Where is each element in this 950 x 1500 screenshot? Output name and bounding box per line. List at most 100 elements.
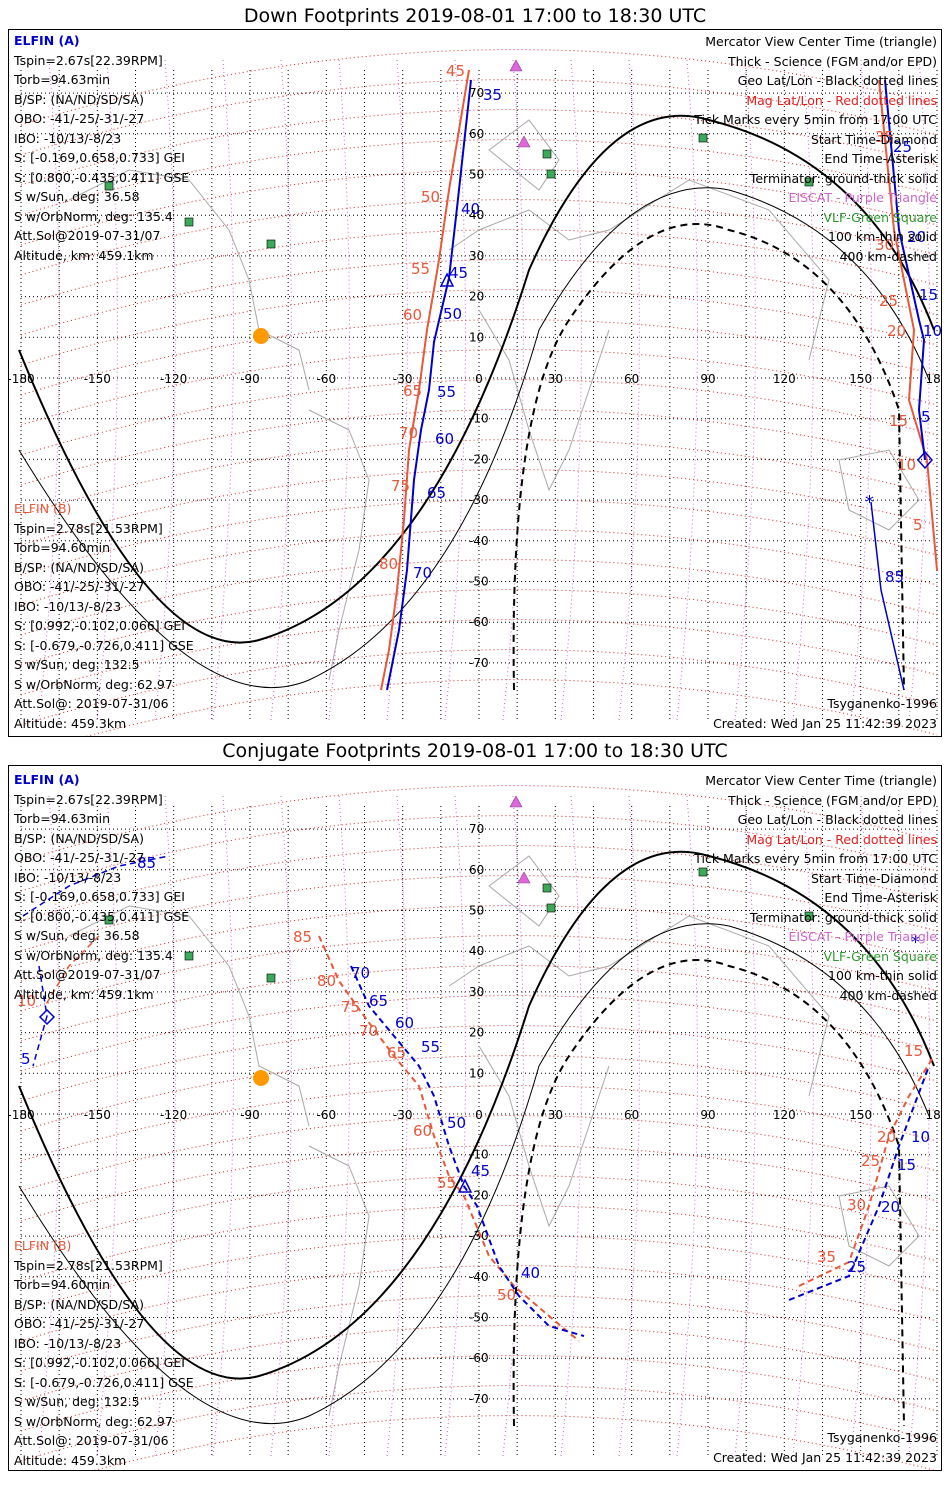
mag-latitude-line: [20, 935, 938, 1012]
sat-a-time-label: 10: [911, 1128, 930, 1146]
lat-tick-label: 40: [469, 208, 484, 222]
panel-title-conjugate: Conjugate Footprints 2019-08-01 17:00 to…: [222, 740, 728, 762]
lon-tick-label: 30: [548, 372, 563, 386]
legend-entry: 100 km-thin solid: [828, 968, 937, 983]
sat-b-time-label: 70: [359, 1022, 378, 1040]
sat-b-info-line: S w/OrbNorm, deg: 62.97: [14, 1413, 173, 1429]
legend-entry: Terminator: ground-thick solid: [749, 170, 937, 186]
sat-b-time-label: 85: [293, 928, 312, 946]
sat-a-time-label: 40: [461, 200, 480, 218]
lat-tick-label: -70: [469, 1392, 489, 1406]
lat-tick-label: 10: [469, 330, 484, 344]
sat-a-name: ELFIN (A): [14, 772, 80, 787]
legend-entry: Mercator View Center Time (triangle): [705, 773, 937, 788]
sat-b-time-label: 30: [847, 1196, 866, 1214]
mag-longitude-line: [212, 59, 234, 721]
mag-longitude-line: [618, 59, 640, 721]
sat-b-time-label: 35: [817, 1248, 836, 1266]
sat-a-info-line: B/SP: (NA/ND/SD/SA): [14, 830, 144, 846]
sat-b-time-label: 60: [413, 1122, 432, 1140]
vlf-square-icon: [546, 169, 556, 179]
vlf-square-icon: [804, 911, 814, 921]
vlf-square-icon: [184, 217, 194, 227]
lon-tick-label: -90: [240, 372, 260, 386]
sun-icon: [253, 1070, 269, 1086]
lon-tick-label: 150: [849, 372, 872, 386]
sat-b-info-line: S: [0.992,-0.102,0.066] GEI: [14, 1355, 185, 1370]
mag-longitude-line: [212, 795, 234, 1457]
sat-a-info-line: S w/OrbNorm, deg: 135.4: [14, 947, 173, 963]
sat-a-track: [884, 79, 926, 461]
sat-b-time-label: 10: [17, 992, 36, 1010]
legend-entry: End Time-Asterisk: [824, 890, 937, 905]
mag-latitude-line: [20, 815, 938, 892]
lon-tick-label: 0: [475, 1108, 483, 1122]
sat-b-time-label: 10: [897, 456, 916, 474]
sat-a-time-label: 70: [351, 964, 370, 982]
sat-b-info-line: S: [0.992,-0.102,0.066] GEI: [14, 618, 185, 633]
legend-entry: Tick Marks every 5min from 17:00 UTC: [694, 112, 937, 127]
vlf-square-icon: [542, 883, 552, 893]
lat-tick-label: -30: [469, 1229, 489, 1243]
sat-a-info-line: Torb=94.63min: [14, 811, 111, 826]
lat-tick-label: 60: [469, 127, 484, 141]
coastline: [488, 855, 560, 927]
eiscat-triangle-icon: [517, 135, 531, 148]
mag-latitude-line: [20, 319, 938, 396]
terminator-100km: [18, 187, 930, 689]
legend-entry: VLF-Green Square: [823, 209, 937, 225]
lat-tick-label: 60: [469, 863, 484, 877]
sat-b-time-label: 20: [877, 1128, 896, 1146]
coastline: [308, 1145, 370, 1417]
model-label: Tsyganenko-1996: [827, 1430, 937, 1445]
sat-b-time-label: 55: [411, 260, 430, 278]
coastline: [478, 1045, 610, 1228]
sat-b-info: ELFIN (B) Tspin=2.78s[21.53RPM] Torb=94.…: [14, 1236, 194, 1470]
sat-a-info-line: S w/OrbNorm, deg: 135.4: [14, 208, 173, 224]
sat-a-time-label: 15: [919, 286, 938, 304]
lon-tick-label: -150: [84, 372, 111, 386]
sat-b-time-label: 65: [387, 1044, 406, 1062]
sat-a-info-line: B/SP: (NA/ND/SD/SA): [14, 91, 144, 107]
mag-latitude-line: [20, 1145, 938, 1222]
legend-entry: Start Time-Diamond: [810, 131, 937, 147]
sat-a-time-label: 60: [395, 1014, 414, 1032]
sat-b-info-line: Altitude: 459.3km: [14, 1452, 127, 1468]
lon-tick-label: -30: [393, 372, 413, 386]
legend-entry: 400 km-dashed: [839, 248, 937, 264]
mag-latitude-line: [20, 1205, 938, 1282]
sat-b-info-line: Altitude: 459.3km: [14, 715, 127, 731]
coastline: [308, 409, 370, 681]
coastline: [478, 309, 610, 492]
sat-b-time-label: 80: [379, 555, 398, 573]
mag-latitude-line: [20, 619, 938, 696]
mag-longitude-line: [328, 795, 350, 1457]
mag-longitude-line: [328, 59, 350, 721]
mag-latitude-line: [20, 1055, 938, 1132]
sat-a-info-line: S: [-0.169,0.658,0.733] GEI: [14, 889, 185, 904]
center-time-triangle-icon: [457, 1178, 473, 1193]
mag-latitude-line: [20, 229, 938, 306]
mag-latitude-line: [93, 1415, 936, 1470]
lon-tick-label: 120: [773, 1108, 796, 1122]
legend-entry: EISCAT - Purple Triangle: [788, 929, 937, 944]
sat-a-info-line: S: [-0.169,0.658,0.733] GEI: [14, 150, 185, 165]
lat-tick-label: -40: [469, 534, 489, 548]
lat-tick-label: -20: [469, 1188, 489, 1202]
lat-tick-label: -60: [469, 615, 489, 629]
mag-latitude-line: [20, 349, 938, 426]
legend: Mercator View Center Time (triangle) Thi…: [694, 32, 937, 266]
legend-entry: Start Time-Diamond: [810, 870, 937, 886]
start-time-diamond-icon: [38, 1008, 56, 1026]
end-time-asterisk-icon: *: [911, 932, 920, 953]
sat-b-info-line: IBO: -10/13/-8/23: [14, 598, 122, 614]
sat-a-info-line: OBO: -41/-25/-31/-27: [14, 850, 145, 865]
lat-tick-label: -50: [469, 1311, 489, 1325]
sat-b-time-label: 75: [391, 477, 410, 495]
vlf-square-icon: [104, 181, 114, 191]
lon-tick-label: 60: [624, 1108, 639, 1122]
lon-tick-label: -60: [317, 372, 337, 386]
sat-a-time-label: 60: [435, 430, 454, 448]
lon-tick-label: 0: [475, 372, 483, 386]
vlf-square-icon: [266, 973, 276, 983]
